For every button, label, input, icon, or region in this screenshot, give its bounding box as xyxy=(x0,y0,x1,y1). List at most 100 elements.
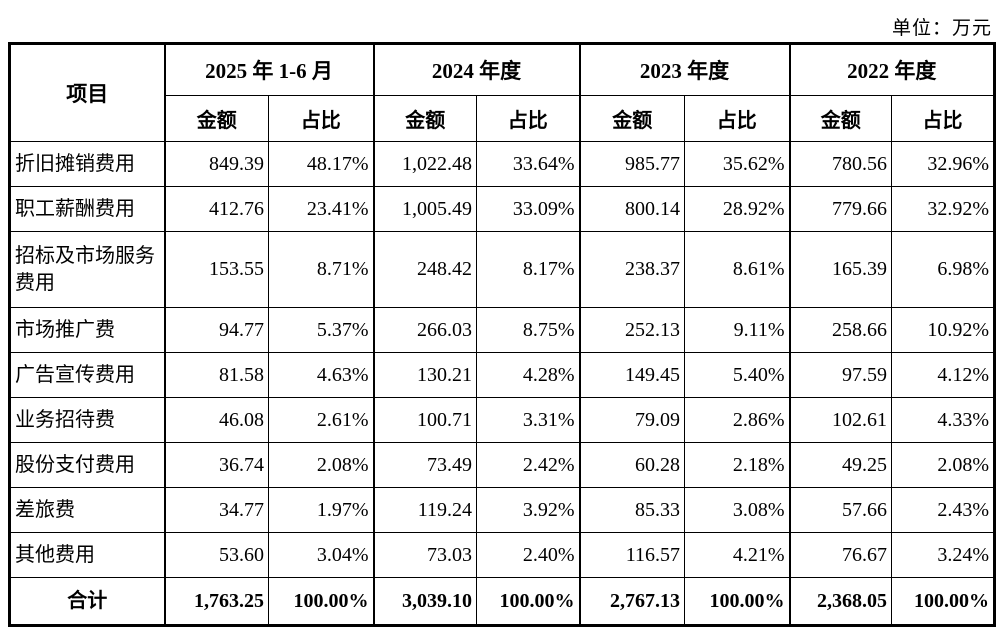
ratio-cell: 3.24% xyxy=(891,532,995,578)
ratio-cell: 8.71% xyxy=(268,231,374,308)
total-row: 合计 1,763.25 100.00% 3,039.10 100.00% 2,7… xyxy=(9,577,995,626)
ratio-cell: 28.92% xyxy=(684,186,790,232)
row-item-label: 折旧摊销费用 xyxy=(9,141,165,187)
amount-cell: 46.08 xyxy=(163,397,269,443)
header-row-periods: 项目 2025 年 1-6 月 2024 年度 2023 年度 2022 年度 xyxy=(9,43,995,142)
ratio-cell: 2.08% xyxy=(891,442,995,488)
period-header-2022: 2022 年度 xyxy=(788,43,995,96)
ratio-header: 占比 xyxy=(268,95,374,142)
amount-cell: 1,005.49 xyxy=(372,186,477,232)
header-row-measures: 金额 占比 金额 占比 金额 占比 金额 占比 xyxy=(10,95,995,142)
table-row: 市场推广费 94.77 5.37% 266.03 8.75% 252.13 9.… xyxy=(9,307,995,353)
ratio-cell: 8.61% xyxy=(684,231,790,308)
ratio-cell: 2.08% xyxy=(268,442,374,488)
table-row: 广告宣传费用 81.58 4.63% 130.21 4.28% 149.45 5… xyxy=(9,352,995,398)
unit-label: 单位：万元 xyxy=(891,18,992,39)
amount-cell: 800.14 xyxy=(578,186,685,232)
table-row: 股份支付费用 36.74 2.08% 73.49 2.42% 60.28 2.1… xyxy=(9,442,995,488)
ratio-header: 占比 xyxy=(684,95,790,142)
ratio-cell: 4.12% xyxy=(891,352,995,398)
amount-cell: 76.67 xyxy=(788,532,892,578)
amount-cell: 985.77 xyxy=(578,141,685,187)
ratio-header: 占比 xyxy=(891,95,995,142)
ratio-cell: 100.00% xyxy=(268,577,374,626)
amount-cell: 1,763.25 xyxy=(163,577,269,626)
period-header-2024: 2024 年度 xyxy=(372,43,580,96)
row-item-label: 其他费用 xyxy=(9,532,165,578)
ratio-cell: 3.04% xyxy=(268,532,374,578)
ratio-cell: 1.97% xyxy=(268,487,374,533)
ratio-cell: 2.61% xyxy=(268,397,374,443)
amount-cell: 57.66 xyxy=(788,487,892,533)
amount-cell: 79.09 xyxy=(578,397,685,443)
ratio-cell: 2.42% xyxy=(476,442,580,488)
amount-header: 金额 xyxy=(578,95,685,142)
ratio-cell: 9.11% xyxy=(684,307,790,353)
amount-cell: 252.13 xyxy=(578,307,685,353)
ratio-cell: 3.08% xyxy=(684,487,790,533)
amount-cell: 238.37 xyxy=(578,231,685,308)
ratio-cell: 2.86% xyxy=(684,397,790,443)
table-row: 差旅费 34.77 1.97% 119.24 3.92% 85.33 3.08%… xyxy=(9,487,995,533)
amount-cell: 779.66 xyxy=(788,186,892,232)
table-row: 业务招待费 46.08 2.61% 100.71 3.31% 79.09 2.8… xyxy=(9,397,995,443)
amount-cell: 60.28 xyxy=(578,442,685,488)
item-column-header: 项目 xyxy=(9,43,165,142)
total-label: 合计 xyxy=(9,577,165,626)
amount-cell: 2,368.05 xyxy=(788,577,892,626)
ratio-cell: 100.00% xyxy=(891,577,995,626)
row-item-label: 股份支付费用 xyxy=(9,442,165,488)
amount-cell: 97.59 xyxy=(788,352,892,398)
amount-cell: 248.42 xyxy=(372,231,477,308)
amount-cell: 116.57 xyxy=(578,532,685,578)
amount-cell: 2,767.13 xyxy=(578,577,685,626)
ratio-cell: 10.92% xyxy=(891,307,995,353)
ratio-cell: 3.92% xyxy=(476,487,580,533)
amount-cell: 94.77 xyxy=(163,307,269,353)
ratio-cell: 32.96% xyxy=(891,141,995,187)
ratio-cell: 100.00% xyxy=(684,577,790,626)
ratio-cell: 8.17% xyxy=(476,231,580,308)
amount-cell: 153.55 xyxy=(163,231,269,308)
amount-cell: 34.77 xyxy=(163,487,269,533)
amount-cell: 53.60 xyxy=(163,532,269,578)
ratio-cell: 2.43% xyxy=(891,487,995,533)
amount-cell: 81.58 xyxy=(163,352,269,398)
row-item-label: 业务招待费 xyxy=(9,397,165,443)
ratio-cell: 35.62% xyxy=(684,141,790,187)
amount-cell: 119.24 xyxy=(372,487,477,533)
amount-cell: 3,039.10 xyxy=(372,577,477,626)
amount-cell: 780.56 xyxy=(788,141,892,187)
amount-cell: 1,022.48 xyxy=(372,141,477,187)
row-item-label: 招标及市场服务费用 xyxy=(9,231,165,308)
amount-cell: 85.33 xyxy=(578,487,685,533)
amount-cell: 73.49 xyxy=(372,442,477,488)
ratio-cell: 8.75% xyxy=(476,307,580,353)
ratio-cell: 33.09% xyxy=(476,186,580,232)
ratio-cell: 4.63% xyxy=(268,352,374,398)
amount-cell: 258.66 xyxy=(788,307,892,353)
row-item-label: 差旅费 xyxy=(9,487,165,533)
amount-cell: 130.21 xyxy=(372,352,477,398)
amount-header: 金额 xyxy=(372,95,477,142)
ratio-header: 占比 xyxy=(476,95,580,142)
expense-breakdown-table: 项目 2025 年 1-6 月 2024 年度 2023 年度 2022 年度 … xyxy=(8,42,996,627)
row-item-label: 职工薪酬费用 xyxy=(9,186,165,232)
ratio-cell: 100.00% xyxy=(476,577,580,626)
ratio-cell: 3.31% xyxy=(476,397,580,443)
table-row: 招标及市场服务费用 153.55 8.71% 248.42 8.17% 238.… xyxy=(9,231,995,308)
row-item-label: 市场推广费 xyxy=(9,307,165,353)
ratio-cell: 6.98% xyxy=(891,231,995,308)
ratio-cell: 5.37% xyxy=(268,307,374,353)
ratio-cell: 32.92% xyxy=(891,186,995,232)
ratio-cell: 23.41% xyxy=(268,186,374,232)
ratio-cell: 4.28% xyxy=(476,352,580,398)
amount-header: 金额 xyxy=(788,95,892,142)
amount-cell: 100.71 xyxy=(372,397,477,443)
period-header-2023: 2023 年度 xyxy=(578,43,790,96)
table-row: 职工薪酬费用 412.76 23.41% 1,005.49 33.09% 800… xyxy=(9,186,995,232)
amount-header: 金额 xyxy=(163,95,269,142)
row-item-label: 广告宣传费用 xyxy=(9,352,165,398)
table-row: 其他费用 53.60 3.04% 73.03 2.40% 116.57 4.21… xyxy=(9,532,995,578)
